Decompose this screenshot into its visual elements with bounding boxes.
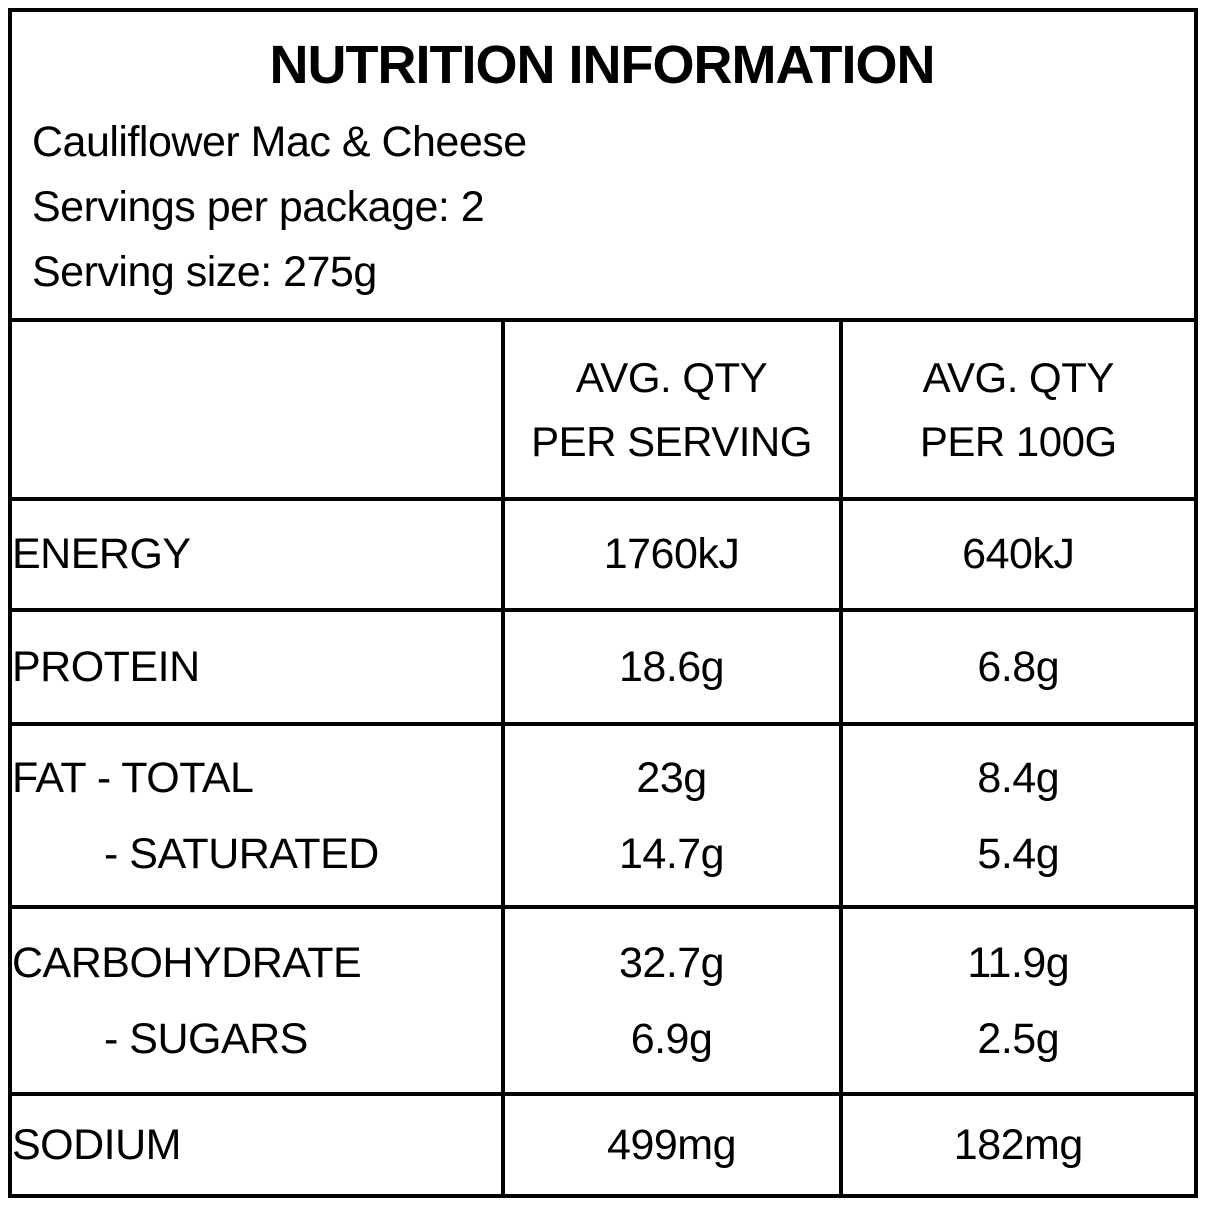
- column-header-line: PER 100G: [919, 417, 1117, 465]
- table-row-energy: ENERGY 1760kJ 640kJ: [12, 497, 1194, 612]
- column-header-line: AVG. QTY: [922, 353, 1115, 401]
- table-row-sodium: SODIUM 499mg 182mg: [12, 1092, 1194, 1194]
- nutrient-label: ENERGY: [12, 497, 505, 612]
- nutrient-value-per-serving: 18.6g: [500, 608, 843, 726]
- nutrient-value-per-100g: 640kJ: [838, 497, 1194, 612]
- nutrient-value-main: 23g: [636, 753, 707, 802]
- servings-per-package: Servings per package: 2: [32, 183, 485, 232]
- nutrition-label-panel: NUTRITION INFORMATION Cauliflower Mac & …: [8, 8, 1198, 1198]
- product-name: Cauliflower Mac & Cheese: [32, 118, 527, 167]
- column-header-line: AVG. QTY: [575, 353, 768, 401]
- table-header-row: AVG. QTY PER SERVING AVG. QTY PER 100G: [12, 318, 1194, 501]
- nutrient-value-per-100g: 6.8g: [838, 608, 1194, 726]
- table-row-protein: PROTEIN 18.6g 6.8g: [12, 608, 1194, 726]
- serving-size: Serving size: 275g: [32, 248, 377, 297]
- nutrient-value-per-100g: 182mg: [838, 1092, 1194, 1194]
- nutrient-value-per-serving: 1760kJ: [500, 497, 843, 612]
- empty-header-cell: [12, 318, 505, 501]
- nutrient-value-per-100g: 11.9g 2.5g: [838, 905, 1194, 1096]
- table-row-fat: FAT - TOTAL - SATURATED 23g 14.7g 8.4g 5…: [12, 722, 1194, 909]
- nutrient-value-sub: 14.7g: [618, 829, 725, 878]
- column-header-per-100g: AVG. QTY PER 100G: [838, 318, 1194, 501]
- table-row-carbohydrate: CARBOHYDRATE - SUGARS 32.7g 6.9g 11.9g 2…: [12, 905, 1194, 1096]
- column-header-line: PER SERVING: [531, 417, 812, 465]
- nutrient-label-main: CARBOHYDRATE: [12, 938, 362, 987]
- nutrient-value-main: 8.4g: [977, 753, 1060, 802]
- nutrient-label-sub: - SATURATED: [104, 829, 379, 878]
- nutrient-value-main: 11.9g: [967, 938, 1070, 987]
- nutrient-label: SODIUM: [12, 1092, 505, 1194]
- nutrient-value-main: 32.7g: [618, 938, 725, 987]
- nutrient-value-per-serving: 23g 14.7g: [500, 722, 843, 909]
- nutrient-label: PROTEIN: [12, 608, 505, 726]
- nutrient-label-sub: - SUGARS: [104, 1014, 308, 1063]
- label-header-section: NUTRITION INFORMATION Cauliflower Mac & …: [12, 12, 1194, 318]
- nutrient-value-per-100g: 8.4g 5.4g: [838, 722, 1194, 909]
- nutrient-value-sub: 5.4g: [977, 829, 1060, 878]
- nutrient-value-per-serving: 499mg: [500, 1092, 843, 1194]
- column-header-per-serving: AVG. QTY PER SERVING: [500, 318, 843, 501]
- nutrient-label: FAT - TOTAL - SATURATED: [12, 722, 505, 909]
- nutrient-label: CARBOHYDRATE - SUGARS: [12, 905, 505, 1096]
- nutrient-label-main: FAT - TOTAL: [12, 753, 254, 802]
- nutrient-value-per-serving: 32.7g 6.9g: [500, 905, 843, 1096]
- nutrition-table: AVG. QTY PER SERVING AVG. QTY PER 100G E…: [12, 318, 1194, 1194]
- nutrient-value-sub: 6.9g: [630, 1014, 713, 1063]
- label-title: NUTRITION INFORMATION: [269, 35, 936, 95]
- nutrient-value-sub: 2.5g: [977, 1014, 1060, 1063]
